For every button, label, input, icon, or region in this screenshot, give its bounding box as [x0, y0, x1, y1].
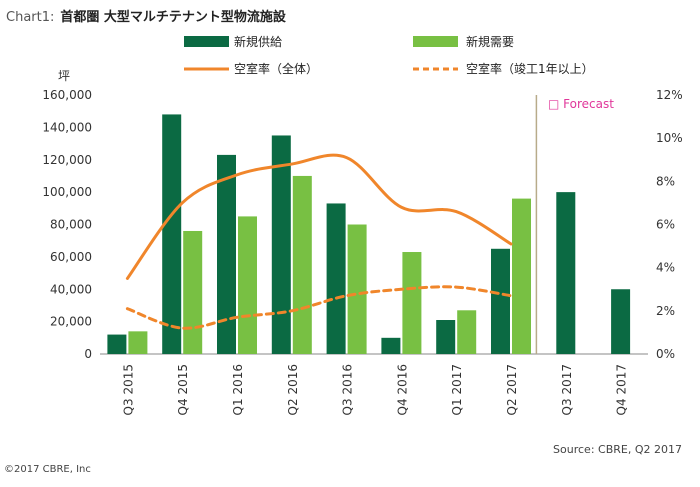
right-tick-label: 2%	[656, 304, 675, 318]
left-tick-label: 80,000	[50, 218, 92, 232]
legend-label-vacancy: 空室率（全体）	[234, 61, 318, 76]
x-tick-label: Q1 2017	[450, 364, 464, 415]
bar-supply	[611, 289, 631, 354]
legend-swatch-supply	[184, 36, 229, 47]
source-note: Source: CBRE, Q2 2017	[553, 443, 682, 456]
x-tick-label: Q3 2015	[121, 364, 135, 415]
left-tick-label: 0	[84, 347, 92, 361]
bar-demand	[128, 331, 148, 354]
left-tick-label: 60,000	[50, 250, 92, 264]
left-tick-label: 20,000	[50, 315, 92, 329]
left-axis-unit: 坪	[58, 69, 70, 83]
line-vacancy-overall	[125, 153, 513, 280]
x-tick-label: Q2 2017	[505, 364, 519, 415]
forecast-label: □ Forecast	[548, 97, 614, 111]
left-tick-label: 40,000	[50, 282, 92, 296]
x-tick-label: Q1 2016	[231, 364, 245, 415]
bar-demand	[402, 252, 422, 354]
bar-demand	[457, 310, 477, 354]
right-tick-label: 10%	[656, 131, 683, 145]
bar-supply	[107, 334, 127, 354]
x-tick-label: Q4 2017	[615, 364, 629, 415]
right-tick-label: 0%	[656, 347, 675, 361]
bar-demand	[512, 198, 531, 354]
right-tick-label: 4%	[656, 261, 675, 275]
right-tick-label: 8%	[656, 174, 675, 188]
x-tick-label: Q4 2015	[176, 364, 190, 415]
left-tick-label: 160,000	[42, 88, 92, 102]
bar-supply	[381, 337, 401, 354]
legend-label-supply: 新規供給	[234, 34, 282, 49]
bar-supply	[162, 114, 182, 354]
bar-demand	[238, 216, 257, 354]
bar-demand	[292, 175, 312, 354]
legend-label-vacancy-1yr: 空室率（竣工1年以上）	[466, 61, 594, 76]
bar-supply	[326, 203, 346, 354]
bar-supply	[556, 192, 576, 354]
legend-label-demand: 新規需要	[466, 34, 514, 49]
bar-demand	[347, 224, 367, 354]
bar-supply	[271, 135, 291, 354]
chart-title-text: 首都圏 大型マルチテナント型物流施設	[60, 10, 286, 25]
legend-swatch-demand	[413, 36, 458, 47]
line-vacancy-1yr	[125, 285, 513, 330]
bar-supply	[436, 320, 456, 354]
x-tick-label: Q2 2016	[286, 364, 300, 415]
legend: 新規供給 新規需要 空室率（全体） 空室率（竣工1年以上）	[184, 34, 594, 76]
bar-supply	[217, 154, 236, 354]
left-tick-label: 100,000	[42, 185, 92, 199]
plot-area: 0 20,000 40,000 60,000 80,000 100,000 120,000 1…	[42, 88, 682, 415]
copyright: ©2017 CBRE, Inc	[4, 464, 91, 475]
chart-title: Chart1: 首都圏 大型マルチテナント型物流施設	[6, 6, 286, 25]
x-tick-label: Q3 2016	[341, 364, 355, 415]
left-tick-label: 120,000	[42, 153, 92, 167]
bar-supply	[491, 248, 510, 354]
x-tick-label: Q4 2016	[395, 364, 409, 415]
left-tick-label: 140,000	[42, 120, 92, 134]
bar-demand	[183, 230, 203, 354]
x-tick-label: Q3 2017	[560, 364, 574, 415]
chart-number: Chart1:	[6, 10, 55, 25]
right-tick-label: 6%	[656, 218, 675, 232]
right-tick-label: 12%	[656, 88, 683, 102]
